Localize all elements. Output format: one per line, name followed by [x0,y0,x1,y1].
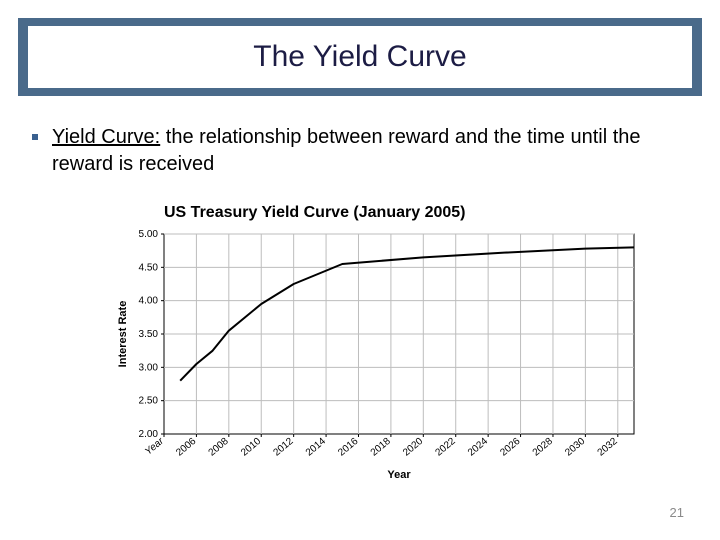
svg-text:5.00: 5.00 [139,229,159,240]
title-box: The Yield Curve [28,26,692,88]
chart-title: US Treasury Yield Curve (January 2005) [164,204,465,222]
bullet-term: Yield Curve: [52,126,160,148]
bullet-block: Yield Curve: the relationship between re… [26,124,680,178]
bullet-row: Yield Curve: the relationship between re… [26,124,680,178]
svg-text:2008: 2008 [207,436,231,459]
svg-text:2028: 2028 [531,436,555,459]
svg-text:2016: 2016 [336,436,360,459]
page-title: The Yield Curve [253,40,466,74]
svg-text:2022: 2022 [434,436,458,459]
svg-text:2030: 2030 [563,436,587,459]
svg-text:2020: 2020 [401,436,425,459]
svg-text:2026: 2026 [498,436,522,459]
svg-text:4.50: 4.50 [139,262,159,273]
bullet-dot-icon [32,134,38,140]
chart: 2.002.503.003.504.004.505.00Year20062008… [110,226,646,486]
svg-text:3.00: 3.00 [139,362,159,373]
chart-svg: 2.002.503.003.504.004.505.00Year20062008… [110,226,646,486]
svg-text:2014: 2014 [304,436,328,459]
svg-text:2010: 2010 [239,436,263,459]
svg-text:2032: 2032 [596,436,620,459]
svg-text:2.50: 2.50 [139,396,159,407]
svg-text:2024: 2024 [466,436,490,459]
page-number: 21 [670,505,684,520]
svg-text:2006: 2006 [174,436,198,459]
svg-text:Interest Rate: Interest Rate [117,301,129,368]
svg-text:2012: 2012 [271,436,295,459]
svg-text:3.50: 3.50 [139,329,159,340]
svg-text:2018: 2018 [369,436,393,459]
slide: The Yield Curve Yield Curve: the relatio… [0,0,720,540]
svg-text:Year: Year [387,469,411,481]
svg-text:4.00: 4.00 [139,296,159,307]
bullet-text: Yield Curve: the relationship between re… [52,124,680,178]
